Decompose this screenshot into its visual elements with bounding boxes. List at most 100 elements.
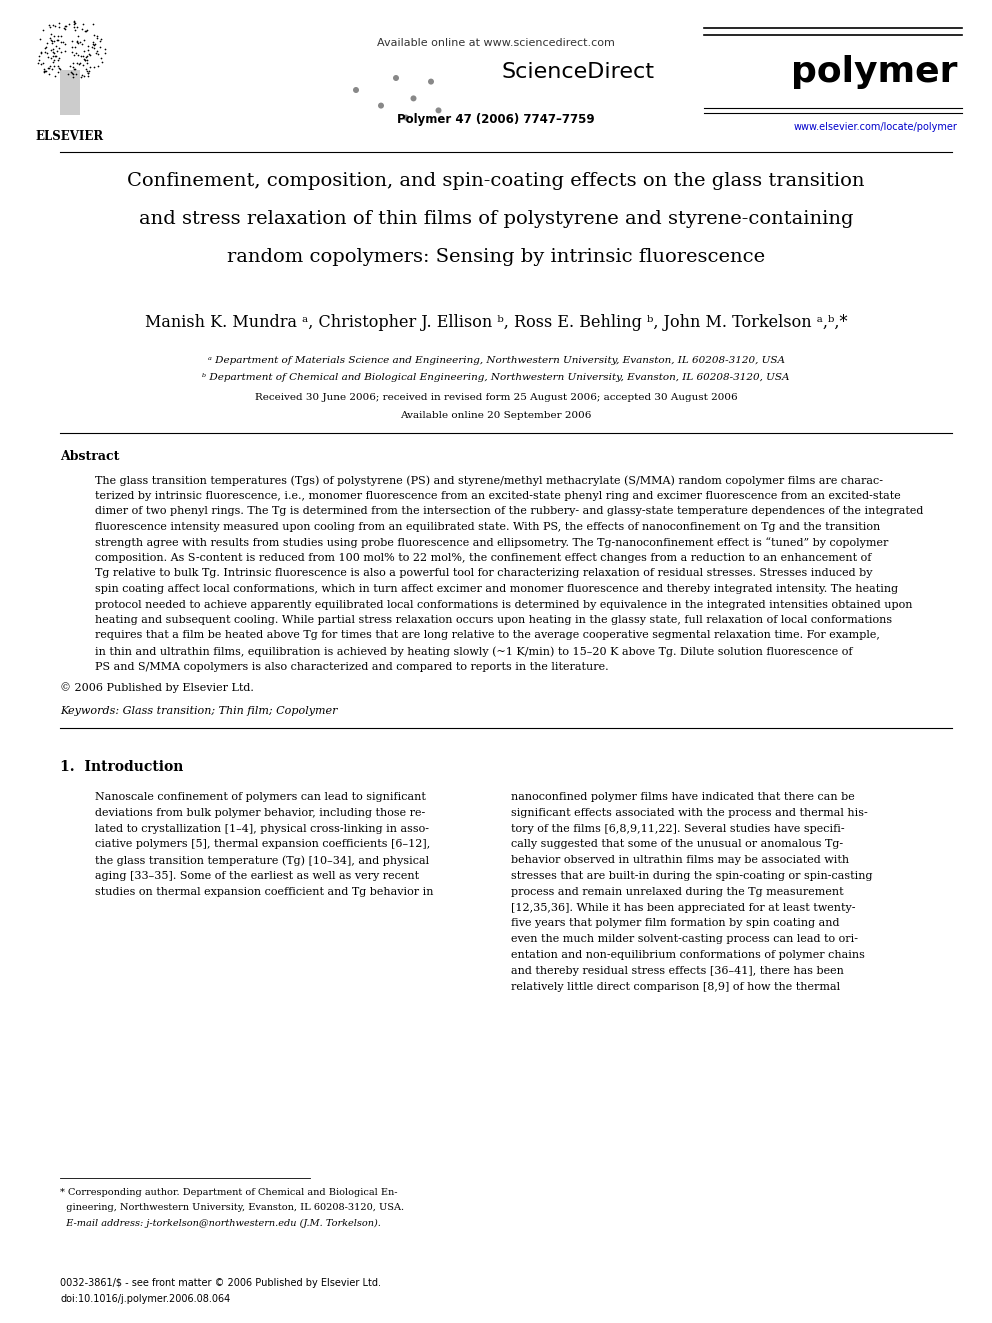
Point <box>64 64 80 85</box>
Point <box>78 58 94 79</box>
Point <box>72 53 88 74</box>
Point <box>72 66 88 87</box>
Point <box>66 37 82 58</box>
Ellipse shape <box>393 75 399 81</box>
Point <box>46 25 62 46</box>
Point <box>78 46 94 67</box>
Point <box>32 49 48 70</box>
Text: terized by intrinsic fluorescence, i.e., monomer fluorescence from an excited-st: terized by intrinsic fluorescence, i.e.,… <box>95 491 901 501</box>
Point <box>74 33 90 54</box>
Text: deviations from bulk polymer behavior, including those re-: deviations from bulk polymer behavior, i… <box>95 808 426 818</box>
Point <box>79 61 95 82</box>
Point <box>52 37 67 58</box>
Text: Received 30 June 2006; received in revised form 25 August 2006; accepted 30 Augu: Received 30 June 2006; received in revis… <box>255 393 737 402</box>
Point <box>75 54 91 75</box>
Text: ᵇ Department of Chemical and Biological Engineering, Northwestern University, Ev: ᵇ Department of Chemical and Biological … <box>202 373 790 382</box>
Text: [12,35,36]. While it has been appreciated for at least twenty-: [12,35,36]. While it has been appreciate… <box>511 902 855 913</box>
Point <box>45 38 61 60</box>
Point <box>76 41 92 62</box>
Ellipse shape <box>403 115 409 120</box>
Point <box>53 32 68 53</box>
Text: 0032-3861/$ - see front matter © 2006 Published by Elsevier Ltd.: 0032-3861/$ - see front matter © 2006 Pu… <box>60 1278 381 1289</box>
Point <box>84 33 100 54</box>
Point <box>93 48 109 69</box>
Text: ELSEVIER: ELSEVIER <box>36 130 104 143</box>
Point <box>66 13 82 34</box>
Text: Available online 20 September 2006: Available online 20 September 2006 <box>401 410 591 419</box>
Point <box>42 15 58 36</box>
Point <box>65 57 81 78</box>
Point <box>33 41 49 62</box>
Point <box>77 49 93 70</box>
Text: polymer: polymer <box>791 56 957 89</box>
Text: entation and non-equilibrium conformations of polymer chains: entation and non-equilibrium conformatio… <box>511 950 865 960</box>
Point <box>36 61 52 82</box>
Text: lated to crystallization [1–4], physical cross-linking in asso-: lated to crystallization [1–4], physical… <box>95 824 429 833</box>
Point <box>74 65 90 86</box>
Text: aging [33–35]. Some of the earliest as well as very recent: aging [33–35]. Some of the earliest as w… <box>95 871 420 881</box>
Point <box>75 29 91 50</box>
Point <box>51 48 66 69</box>
Point <box>38 36 54 57</box>
Point <box>97 38 113 60</box>
Text: Manish K. Mundra ᵃ, Christopher J. Ellison ᵇ, Ross E. Behling ᵇ, John M. Torkels: Manish K. Mundra ᵃ, Christopher J. Ellis… <box>145 314 847 331</box>
Text: * Corresponding author. Department of Chemical and Biological En-: * Corresponding author. Department of Ch… <box>60 1188 398 1197</box>
Point <box>70 25 86 46</box>
Point <box>46 41 62 62</box>
Point <box>87 33 103 54</box>
Point <box>79 20 95 41</box>
Point <box>74 13 90 34</box>
Point <box>36 53 52 74</box>
Point <box>43 48 59 69</box>
Point <box>69 17 85 38</box>
Text: studies on thermal expansion coefficient and Tg behavior in: studies on thermal expansion coefficient… <box>95 886 434 897</box>
Point <box>41 46 57 67</box>
Point <box>88 28 104 49</box>
Point <box>76 66 92 87</box>
Point <box>53 58 68 79</box>
Point <box>50 41 65 62</box>
Point <box>63 41 79 62</box>
Point <box>67 64 83 85</box>
Point <box>80 66 96 87</box>
Point <box>32 45 48 66</box>
Point <box>45 52 61 73</box>
Point <box>86 25 102 46</box>
Point <box>51 25 66 46</box>
Point <box>75 49 91 70</box>
Text: nanoconfined polymer films have indicated that there can be: nanoconfined polymer films have indicate… <box>511 792 855 802</box>
Point <box>40 32 56 53</box>
Point <box>52 12 67 33</box>
Point <box>39 61 55 82</box>
Text: strength agree with results from studies using probe fluorescence and ellipsomet: strength agree with results from studies… <box>95 537 889 548</box>
Ellipse shape <box>428 78 434 85</box>
Point <box>78 45 94 66</box>
Text: fluorescence intensity measured upon cooling from an equilibrated state. With PS: fluorescence intensity measured upon coo… <box>95 523 880 532</box>
Point <box>51 16 66 37</box>
Text: The glass transition temperatures (Tgs) of polystyrene (PS) and styrene/methyl m: The glass transition temperatures (Tgs) … <box>95 475 883 486</box>
Point <box>72 45 88 66</box>
Text: random copolymers: Sensing by intrinsic fluorescence: random copolymers: Sensing by intrinsic … <box>227 247 765 266</box>
Point <box>38 37 54 58</box>
Point <box>70 33 86 54</box>
Point <box>85 37 101 58</box>
Point <box>63 61 79 82</box>
Point <box>48 36 63 57</box>
Text: ᵃ Department of Materials Science and Engineering, Northwestern University, Evan: ᵃ Department of Materials Science and En… <box>207 356 785 365</box>
Text: ciative polymers [5], thermal expansion coefficients [6–12],: ciative polymers [5], thermal expansion … <box>95 839 431 849</box>
Point <box>64 53 80 74</box>
Point <box>30 53 46 74</box>
Point <box>43 28 59 49</box>
Point <box>49 29 64 50</box>
Point <box>81 45 97 66</box>
Text: www.elsevier.com/locate/polymer: www.elsevier.com/locate/polymer <box>794 122 957 132</box>
Point <box>76 49 92 70</box>
Point <box>74 19 90 40</box>
Point <box>79 49 95 70</box>
Text: cally suggested that some of the unusual or anomalous Tg-: cally suggested that some of the unusual… <box>511 839 843 849</box>
Text: process and remain unrelaxed during the Tg measurement: process and remain unrelaxed during the … <box>511 886 843 897</box>
Point <box>58 19 73 40</box>
Ellipse shape <box>378 103 384 108</box>
Point <box>35 20 51 41</box>
Text: tory of the films [6,8,9,11,22]. Several studies have specifi-: tory of the films [6,8,9,11,22]. Several… <box>511 824 844 833</box>
